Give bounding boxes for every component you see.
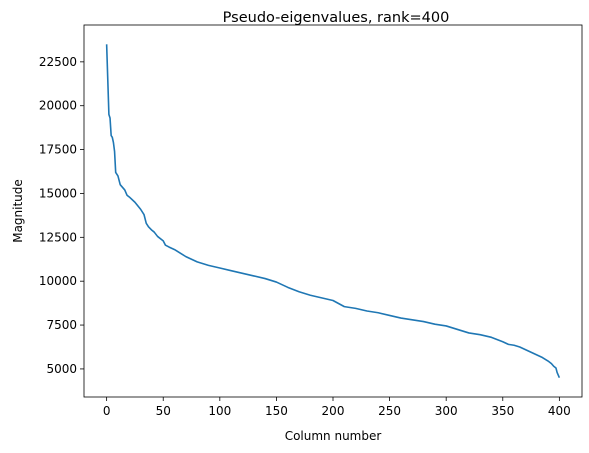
x-tick-label: 0 xyxy=(103,404,111,418)
x-tick-label: 350 xyxy=(491,404,514,418)
axis-ticks: 0 50 100 150 200 250 300 350 400 5000 7500 10000 125… xyxy=(39,55,571,418)
plot-area xyxy=(105,44,561,379)
y-tick-label: 20000 xyxy=(39,99,77,113)
y-tick-label: 15000 xyxy=(39,186,77,200)
y-tick-label: 7500 xyxy=(46,318,77,332)
x-tick-label: 50 xyxy=(156,404,171,418)
y-tick-label: 22500 xyxy=(39,55,77,69)
x-tick-label: 400 xyxy=(548,404,571,418)
y-tick-label: 10000 xyxy=(39,274,77,288)
y-tick-label: 12500 xyxy=(39,230,77,244)
x-tick-label: 100 xyxy=(208,404,231,418)
x-tick-label: 250 xyxy=(378,404,401,418)
plot-frame xyxy=(83,24,583,398)
x-axis-label: Column number xyxy=(285,429,382,443)
x-tick-label: 150 xyxy=(265,404,288,418)
series-line xyxy=(105,44,561,379)
y-tick-label: 17500 xyxy=(39,143,77,157)
x-tick-label: 200 xyxy=(322,404,345,418)
y-tick-label: 5000 xyxy=(46,362,77,376)
x-tick-label: 300 xyxy=(435,404,458,418)
y-axis-label: Magnitude xyxy=(11,179,25,243)
chart-title: Pseudo-eigenvalues, rank=400 xyxy=(223,10,450,26)
